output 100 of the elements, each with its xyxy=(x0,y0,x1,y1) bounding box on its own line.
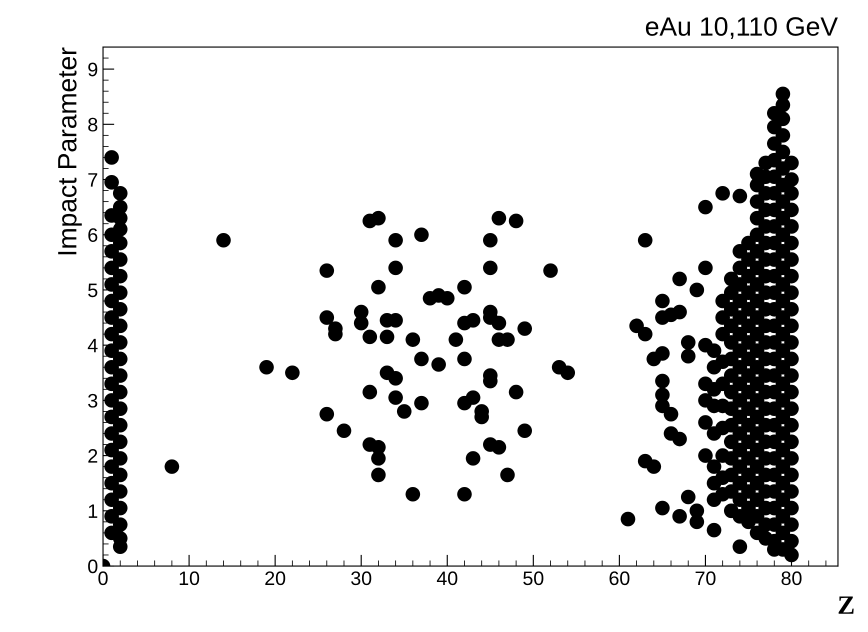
point xyxy=(784,219,799,234)
point xyxy=(784,368,799,383)
point xyxy=(784,534,799,548)
point xyxy=(776,144,790,160)
point xyxy=(112,468,128,482)
point xyxy=(672,304,687,320)
point xyxy=(784,548,799,562)
point xyxy=(112,318,128,334)
point xyxy=(784,236,799,250)
x-tick-label: 70 xyxy=(696,571,716,586)
point xyxy=(112,368,128,383)
y-tick-label: 2 xyxy=(88,449,98,463)
point xyxy=(784,302,799,317)
point xyxy=(112,200,128,214)
point xyxy=(638,232,652,248)
point xyxy=(655,398,670,414)
point xyxy=(698,260,713,276)
point xyxy=(732,539,748,554)
point xyxy=(732,188,748,204)
point xyxy=(698,200,713,214)
point xyxy=(672,432,687,446)
point xyxy=(112,484,128,499)
point xyxy=(784,418,799,433)
point xyxy=(672,509,687,524)
point xyxy=(784,156,799,170)
y-tick-label: 9 xyxy=(88,62,98,76)
point xyxy=(784,434,799,450)
y-tick-label: 4 xyxy=(88,338,98,352)
x-tick-label: 40 xyxy=(436,571,458,586)
point xyxy=(784,335,799,350)
point xyxy=(706,459,722,474)
point xyxy=(672,272,687,286)
point xyxy=(698,448,713,463)
point xyxy=(655,374,670,388)
point xyxy=(112,434,128,450)
point xyxy=(104,175,119,190)
point xyxy=(784,268,799,284)
point xyxy=(784,172,799,187)
point xyxy=(680,348,696,364)
point xyxy=(655,346,670,361)
chart-title: eAu 10,110 GeV xyxy=(646,17,838,39)
point xyxy=(112,285,128,300)
point xyxy=(112,451,128,466)
point xyxy=(112,401,128,416)
point xyxy=(112,302,128,317)
point xyxy=(784,468,799,482)
x-tick-label: 50 xyxy=(523,571,544,586)
point xyxy=(776,128,790,143)
x-axis-title: Z xyxy=(838,596,854,614)
y-axis-title: Impact Parameter xyxy=(58,47,82,254)
point xyxy=(112,418,128,433)
y-tick-label: 3 xyxy=(88,394,98,408)
point xyxy=(112,500,128,516)
x-tick-label: 80 xyxy=(782,571,802,586)
point xyxy=(784,352,799,366)
point xyxy=(784,401,799,416)
point xyxy=(784,500,799,516)
point xyxy=(690,282,704,298)
x-tick-label: 0 xyxy=(98,571,108,586)
point xyxy=(680,335,696,350)
point xyxy=(784,285,799,300)
y-tick-label: 7 xyxy=(88,173,98,187)
point xyxy=(646,459,662,474)
point xyxy=(690,514,704,530)
y-tick-label: 6 xyxy=(88,228,98,242)
point xyxy=(706,343,722,358)
x-tick-label: 10 xyxy=(180,571,200,586)
point xyxy=(112,384,128,400)
point xyxy=(784,252,799,267)
x-tick-label: 60 xyxy=(610,571,630,586)
point xyxy=(776,112,790,126)
point xyxy=(112,268,128,284)
point xyxy=(112,517,128,532)
point xyxy=(784,517,799,532)
point xyxy=(629,318,644,334)
point xyxy=(112,335,128,350)
point xyxy=(784,451,799,466)
point xyxy=(784,318,799,334)
point xyxy=(784,186,799,201)
point xyxy=(620,512,636,526)
point xyxy=(112,236,128,250)
x-tick-label: 30 xyxy=(351,571,372,586)
point xyxy=(784,202,799,218)
x-tick-label: 20 xyxy=(265,571,286,586)
point xyxy=(112,352,128,366)
point xyxy=(698,415,713,430)
point xyxy=(715,186,730,201)
point xyxy=(655,294,670,308)
point xyxy=(104,150,119,165)
point xyxy=(112,252,128,267)
point xyxy=(638,326,652,342)
y-tick-label: 1 xyxy=(88,504,98,518)
point xyxy=(664,406,678,422)
point xyxy=(776,86,790,102)
point xyxy=(784,484,799,499)
point xyxy=(680,490,696,504)
y-tick-label: 5 xyxy=(88,284,98,298)
y-tick-label: 8 xyxy=(88,118,98,132)
point xyxy=(784,384,799,400)
point xyxy=(112,186,128,201)
